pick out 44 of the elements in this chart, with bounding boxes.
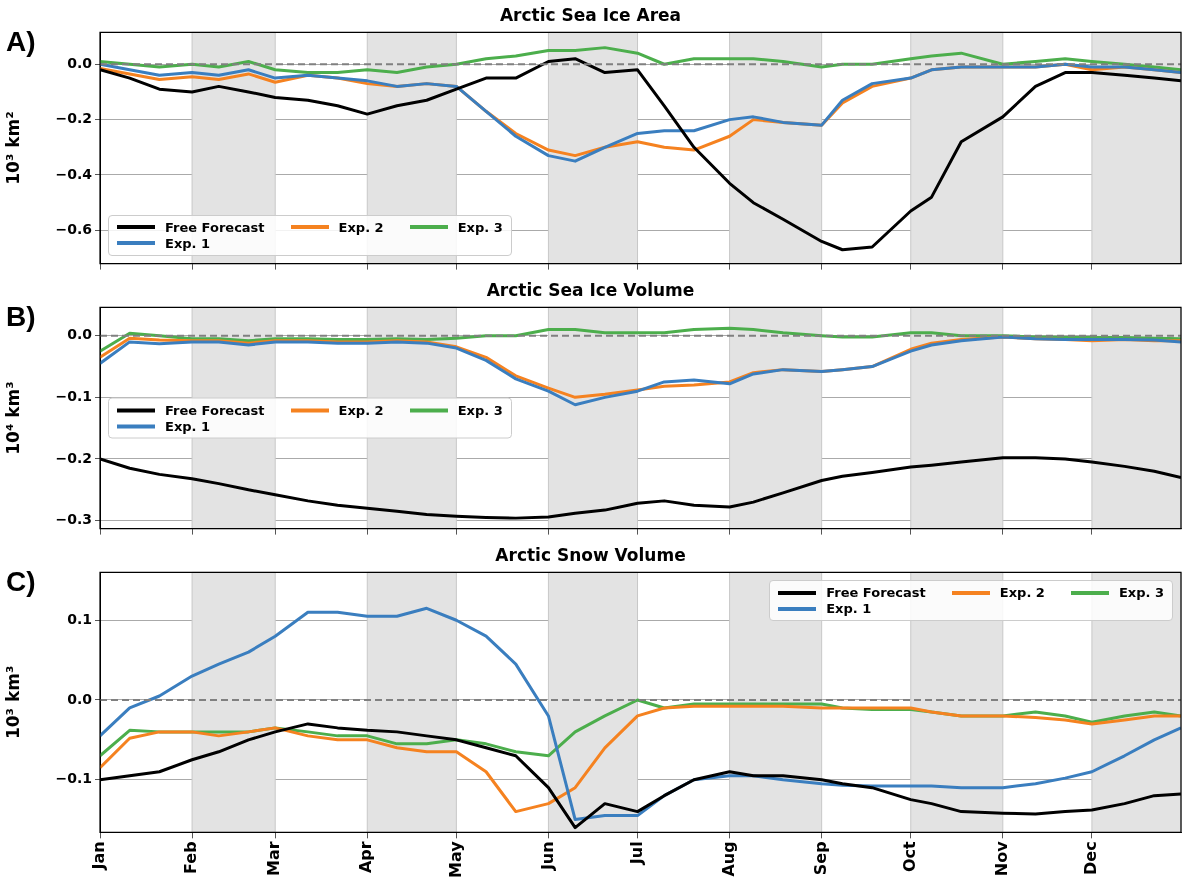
x-tick-label: Nov [991, 840, 1011, 877]
x-tick-label: Oct [899, 840, 919, 873]
y-axis-title: 10⁴ km³ [2, 381, 23, 455]
legend-label: Exp. 2 [999, 585, 1045, 601]
legend-label: Exp. 3 [1118, 585, 1164, 601]
legend-label: Exp. 2 [338, 219, 384, 235]
x-tick-label: Sep [810, 841, 830, 876]
y-tick-label: −0.4 [55, 165, 93, 182]
x-tick-label: May [445, 840, 465, 878]
text: B) [6, 301, 36, 333]
y-tick-label: −0.1 [55, 770, 92, 787]
y-tick-label: 0.0 [67, 54, 93, 71]
legend-label: Free Forecast [165, 402, 265, 418]
text: C) [6, 566, 36, 598]
y-axis-title: 10³ km³ [2, 665, 23, 740]
x-tick-label: Mar [264, 841, 284, 876]
y-tick-label: −0.6 [55, 221, 92, 238]
chart-title: Arctic Sea Ice Volume [486, 279, 695, 300]
legend-label: Exp. 2 [338, 402, 384, 418]
legend-label: Exp. 1 [826, 601, 872, 617]
y-tick-label: 0.1 [67, 610, 92, 627]
legend-label: Free Forecast [165, 219, 265, 235]
y-tick-label: −0.1 [55, 388, 92, 404]
x-tick-label: Jul [626, 841, 646, 866]
y-tick-label: 0.0 [67, 326, 93, 343]
chart-title: Arctic Sea Ice Area [499, 4, 682, 25]
legend-label: Free Forecast [826, 585, 926, 601]
y-tick-label: 0.0 [67, 690, 93, 707]
x-tick-label: Aug [718, 841, 738, 877]
legend-label: Exp. 1 [165, 418, 211, 434]
x-tick-label: Jun [537, 841, 557, 872]
y-tick-label: −0.3 [55, 511, 92, 528]
chart-title: Arctic Snow Volume [495, 544, 686, 565]
y-tick-label: −0.2 [55, 110, 92, 127]
x-tick-label: Feb [181, 841, 201, 874]
legend-label: Exp. 3 [457, 219, 503, 235]
x-tick-label: Apr [356, 841, 376, 874]
text: A) [6, 26, 36, 58]
legend-label: Exp. 1 [165, 235, 211, 251]
y-tick-label: −0.2 [55, 449, 92, 466]
x-tick-label: Dec [1081, 841, 1101, 875]
y-axis-title: 10³ km² [2, 111, 23, 185]
x-tick-label: Jan [89, 841, 109, 871]
legend-label: Exp. 3 [457, 402, 503, 418]
